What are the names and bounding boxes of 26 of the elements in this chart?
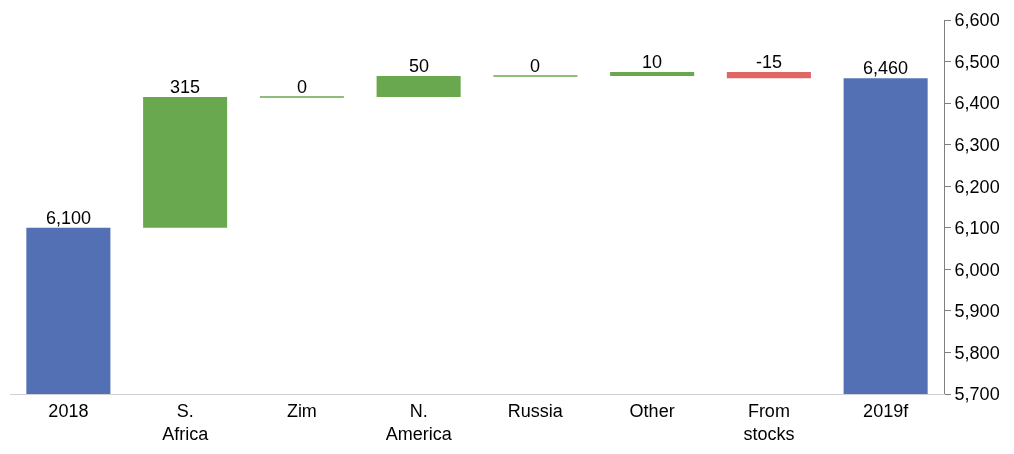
- y-tick-label: 6,300: [954, 134, 1000, 155]
- x-tick-label: N. America: [385, 400, 453, 444]
- x-tick-label: S. Africa: [162, 400, 210, 444]
- y-tick-label: 5,900: [954, 301, 1000, 322]
- x-tick-label: Other: [629, 400, 675, 421]
- y-tick-label: 6,000: [954, 259, 1000, 280]
- data-label: 10: [642, 52, 663, 72]
- data-label: 0: [297, 77, 308, 97]
- y-tick-label: 6,200: [954, 176, 1000, 197]
- x-tick-label: From stocks: [743, 400, 795, 444]
- data-label: 6,460: [863, 58, 909, 78]
- y-tick-label: 5,800: [954, 342, 1000, 363]
- y-tick-label: 6,100: [954, 218, 1000, 239]
- data-label: 6,100: [46, 208, 92, 228]
- y-tick-label: 6,500: [954, 51, 1000, 72]
- data-label: 315: [170, 77, 201, 97]
- x-tick-label: Zim: [286, 400, 317, 421]
- x-tick-label: Russia: [507, 400, 564, 421]
- y-tick-label: 5,700: [954, 384, 1000, 405]
- x-tick-label: 2019f: [863, 400, 910, 421]
- data-label: -15: [756, 52, 783, 72]
- data-label: 50: [409, 56, 430, 76]
- x-tick-label: 2018: [48, 400, 89, 421]
- data-label: 0: [530, 56, 541, 76]
- y-tick-label: 6,400: [954, 93, 1000, 114]
- y-tick-label: 6,600: [954, 10, 1000, 31]
